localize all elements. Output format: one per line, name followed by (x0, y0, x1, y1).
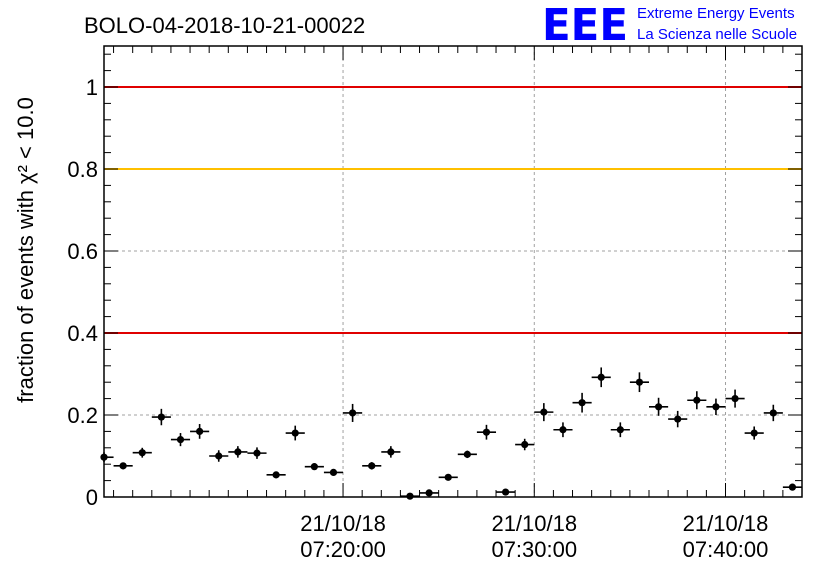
x-tick-label-time-0: 07:20:00 (300, 537, 386, 562)
y-tick-label-4: 0.8 (67, 157, 98, 182)
data-point-27 (610, 422, 630, 438)
data-point-26 (591, 367, 611, 388)
data-point-23 (534, 403, 554, 422)
reference-lines (104, 86, 802, 334)
eee-logo: EEE Extreme Energy Events La Scienza nel… (542, 0, 797, 51)
marker (559, 426, 567, 434)
marker (119, 462, 127, 470)
data-point-13 (343, 403, 363, 422)
marker (253, 449, 261, 457)
marker (578, 399, 586, 407)
x-tick-label-date-1: 21/10/18 (491, 511, 577, 536)
data-point-4 (170, 433, 191, 447)
marker (329, 468, 338, 476)
marker (597, 373, 605, 381)
marker (616, 426, 624, 434)
data-point-17 (419, 489, 439, 497)
marker (291, 429, 299, 437)
marker (731, 395, 739, 403)
data-point-20 (476, 424, 497, 440)
marker (406, 492, 414, 500)
data-point-10 (285, 425, 305, 441)
data-point-29 (649, 397, 669, 416)
marker (215, 452, 223, 460)
marker (310, 463, 318, 471)
data-point-28 (629, 372, 650, 393)
data-point-5 (190, 424, 210, 439)
marker (387, 448, 395, 456)
data-point-8 (247, 447, 267, 459)
marker (674, 415, 682, 423)
y-tick-label-3: 0.6 (67, 239, 98, 264)
eee-logo-mark: EEE (542, 0, 628, 51)
y-tick-label-1: 0.2 (67, 403, 98, 428)
marker (176, 436, 185, 444)
y-axis-label: fraction of events with χ² < 10.0 (13, 97, 38, 403)
data-point-24 (553, 422, 573, 438)
y-tick-label-5: 1 (86, 75, 98, 100)
data-point-34 (744, 426, 764, 440)
data-point-35 (763, 404, 783, 422)
data-point-22 (515, 438, 535, 451)
data-point-15 (381, 446, 401, 458)
marker (425, 489, 433, 497)
data-point-21 (496, 488, 516, 496)
y-tick-label-0: 0 (86, 485, 98, 510)
marker (750, 429, 758, 437)
data-point-11 (304, 463, 324, 471)
data-point-31 (687, 391, 707, 410)
data-point-30 (668, 410, 688, 428)
marker (482, 428, 491, 436)
x-tick-label-date-0: 21/10/18 (300, 511, 386, 536)
marker (635, 378, 644, 386)
marker (712, 403, 720, 411)
marker (234, 448, 242, 456)
marker (463, 450, 471, 458)
marker (349, 409, 357, 417)
data-point-32 (706, 398, 726, 415)
data-point-7 (228, 446, 248, 458)
data-point-19 (457, 450, 477, 459)
marker (501, 488, 510, 496)
data-point-9 (266, 471, 286, 479)
marker (521, 440, 529, 449)
plot-frame (103, 45, 803, 498)
y-tick-label-2: 0.4 (67, 321, 98, 346)
x-tick-label-date-2: 21/10/18 (683, 511, 769, 536)
data-point-14 (362, 462, 382, 470)
marker (157, 413, 165, 421)
marker (693, 396, 701, 404)
x-tick-label-time-1: 07:30:00 (491, 537, 577, 562)
data-point-6 (209, 450, 229, 462)
data-point-25 (572, 392, 592, 413)
data-point-2 (132, 447, 152, 458)
eee-logo-line1: Extreme Energy Events (637, 5, 795, 22)
data-point-33 (725, 389, 745, 408)
data-point-36 (782, 483, 802, 491)
axes: 00.20.40.60.8121/10/1807:20:0021/10/1807… (67, 45, 803, 562)
marker (788, 483, 797, 491)
data-point-18 (438, 473, 458, 481)
data-point-1 (113, 462, 133, 470)
marker (196, 427, 204, 435)
marker (654, 403, 663, 411)
x-tick-label-time-2: 07:40:00 (683, 537, 769, 562)
marker (272, 471, 280, 479)
marker (769, 409, 777, 417)
marker (138, 449, 146, 457)
data-point-12 (323, 468, 344, 476)
marker (368, 462, 376, 470)
data-point-3 (151, 408, 171, 426)
marker (444, 473, 452, 481)
marker (540, 408, 548, 416)
eee-logo-line2: La Scienza nelle Scuole (637, 26, 797, 43)
chart-title: BOLO-04-2018-10-21-00022 (84, 13, 365, 38)
data-points (100, 367, 802, 500)
